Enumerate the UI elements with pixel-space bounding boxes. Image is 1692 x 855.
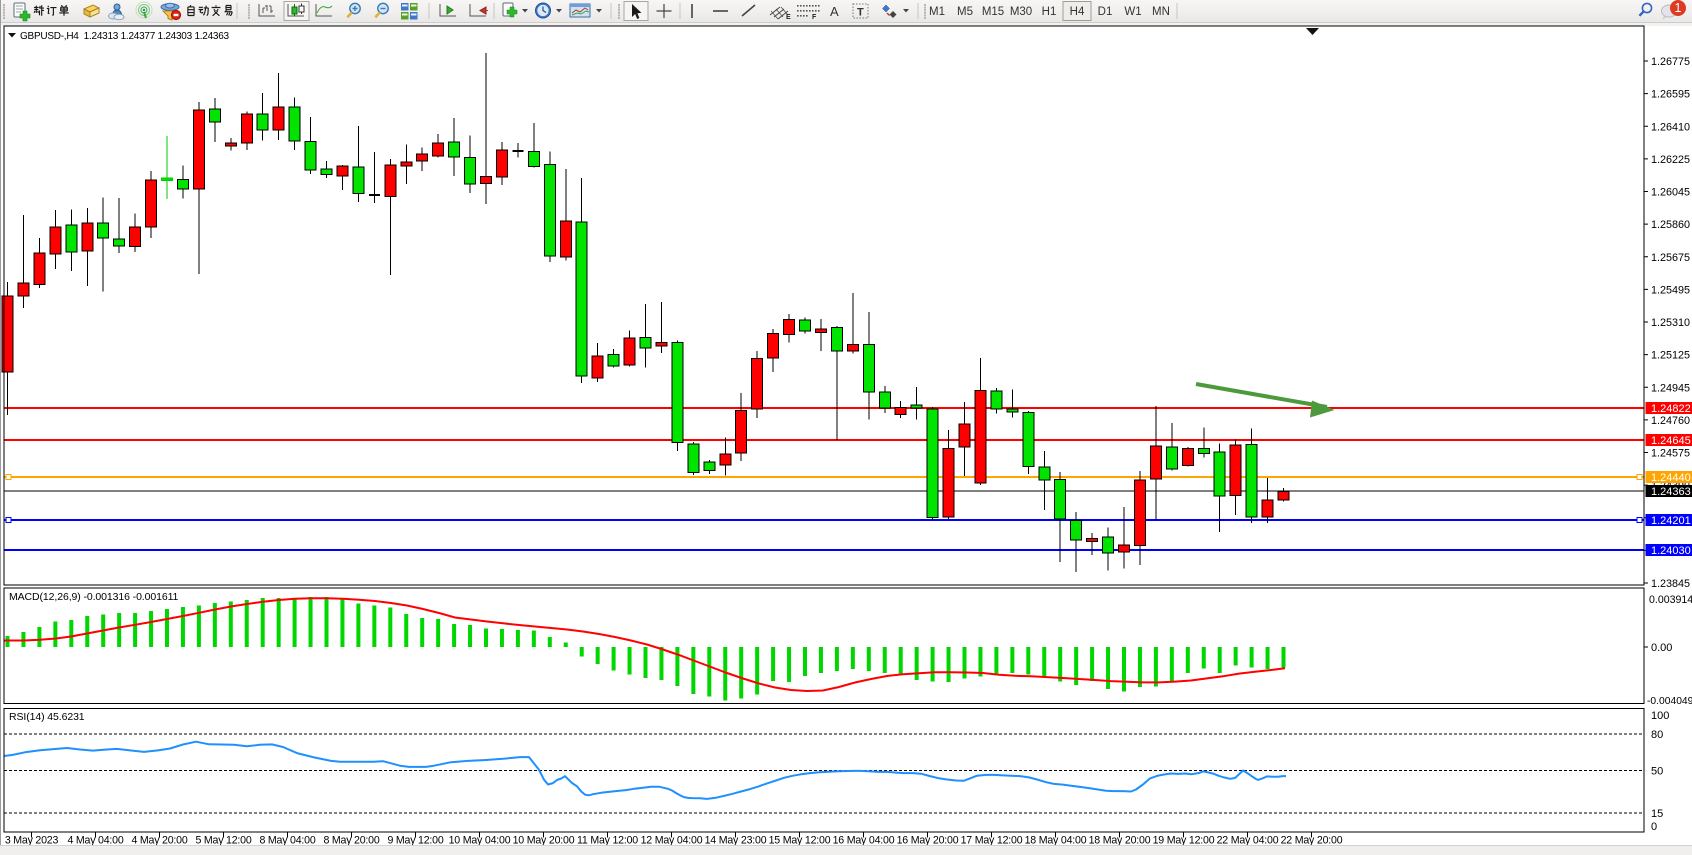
svg-text:50: 50 xyxy=(1651,765,1663,777)
svg-text:1.23845: 1.23845 xyxy=(1651,578,1690,590)
svg-text:1.24945: 1.24945 xyxy=(1651,382,1690,394)
svg-text:1.25860: 1.25860 xyxy=(1651,219,1690,231)
svg-text:8 May 04:00: 8 May 04:00 xyxy=(259,835,315,847)
svg-text:H1: H1 xyxy=(1042,6,1057,18)
svg-text:0.003914: 0.003914 xyxy=(1649,594,1692,606)
svg-text:1.24201: 1.24201 xyxy=(1651,515,1691,527)
svg-text:22 May 20:00: 22 May 20:00 xyxy=(1281,835,1343,847)
svg-text:H4: H4 xyxy=(1070,6,1085,18)
svg-text:15 May 12:00: 15 May 12:00 xyxy=(769,835,831,847)
svg-text:A: A xyxy=(830,4,839,19)
svg-text:1.25310: 1.25310 xyxy=(1651,317,1690,329)
svg-text:14 May 23:00: 14 May 23:00 xyxy=(705,835,767,847)
svg-text:M15: M15 xyxy=(982,6,1004,18)
svg-text:1.26410: 1.26410 xyxy=(1651,121,1690,133)
svg-text:16 May 20:00: 16 May 20:00 xyxy=(897,835,959,847)
svg-text:1.26775: 1.26775 xyxy=(1651,56,1690,68)
svg-text:1.26045: 1.26045 xyxy=(1651,187,1690,199)
svg-text:18 May 20:00: 18 May 20:00 xyxy=(1089,835,1151,847)
svg-text:10 May 04:00: 10 May 04:00 xyxy=(449,835,511,847)
svg-text:16 May 04:00: 16 May 04:00 xyxy=(833,835,895,847)
svg-text:19 May 12:00: 19 May 12:00 xyxy=(1153,835,1215,847)
svg-text:1.24822: 1.24822 xyxy=(1651,403,1691,415)
svg-text:1.26225: 1.26225 xyxy=(1651,154,1690,166)
svg-text:12 May 04:00: 12 May 04:00 xyxy=(641,835,703,847)
svg-text:MN: MN xyxy=(1152,6,1170,18)
svg-text:1.24363: 1.24363 xyxy=(1651,486,1691,498)
svg-text:9 May 12:00: 9 May 12:00 xyxy=(387,835,443,847)
svg-text:4 May 04:00: 4 May 04:00 xyxy=(67,835,123,847)
svg-text:-0.004049: -0.004049 xyxy=(1647,696,1692,707)
svg-text:1.25675: 1.25675 xyxy=(1651,252,1690,264)
svg-text:T: T xyxy=(857,7,864,19)
svg-text:1.24575: 1.24575 xyxy=(1651,448,1690,460)
svg-text:D1: D1 xyxy=(1098,6,1113,18)
svg-text:18 May 04:00: 18 May 04:00 xyxy=(1025,835,1087,847)
svg-text:0.00: 0.00 xyxy=(1651,642,1672,654)
svg-text:100: 100 xyxy=(1651,710,1669,722)
svg-text:1.24645: 1.24645 xyxy=(1651,435,1691,447)
svg-text:80: 80 xyxy=(1651,729,1663,741)
svg-text:M30: M30 xyxy=(1010,6,1032,18)
svg-text:10 May 20:00: 10 May 20:00 xyxy=(513,835,575,847)
svg-text:22 May 04:00: 22 May 04:00 xyxy=(1217,835,1279,847)
svg-text:1.26595: 1.26595 xyxy=(1651,89,1690,101)
svg-text:11 May 12:00: 11 May 12:00 xyxy=(577,835,638,847)
svg-text:1.24030: 1.24030 xyxy=(1651,545,1691,557)
svg-text:M5: M5 xyxy=(957,6,973,18)
svg-text:4 May 20:00: 4 May 20:00 xyxy=(131,835,187,847)
svg-text:15: 15 xyxy=(1651,808,1663,820)
svg-text:F: F xyxy=(812,14,817,21)
svg-text:RSI(14) 45.6231: RSI(14) 45.6231 xyxy=(9,711,85,723)
svg-text:1.24440: 1.24440 xyxy=(1651,472,1691,484)
svg-text:W1: W1 xyxy=(1124,6,1141,18)
svg-text:5 May 12:00: 5 May 12:00 xyxy=(195,835,251,847)
svg-text:1.24760: 1.24760 xyxy=(1651,415,1690,427)
svg-text:1: 1 xyxy=(1675,1,1682,15)
svg-text:0: 0 xyxy=(1651,821,1657,833)
svg-text:M1: M1 xyxy=(929,6,945,18)
svg-text:GBPUSD-,H4 1.24313 1.24377 1.: GBPUSD-,H4 1.24313 1.24377 1.24303 1.243… xyxy=(20,31,230,42)
svg-text:MACD(12,26,9) -0.001316 -0.001: MACD(12,26,9) -0.001316 -0.001611 xyxy=(9,591,179,603)
svg-text:E: E xyxy=(786,14,791,21)
svg-text:8 May 20:00: 8 May 20:00 xyxy=(323,835,379,847)
svg-text:3 May 2023: 3 May 2023 xyxy=(5,835,59,847)
svg-text:17 May 12:00: 17 May 12:00 xyxy=(961,835,1023,847)
svg-text:1.25495: 1.25495 xyxy=(1651,284,1690,296)
svg-text:1.25125: 1.25125 xyxy=(1651,350,1690,362)
